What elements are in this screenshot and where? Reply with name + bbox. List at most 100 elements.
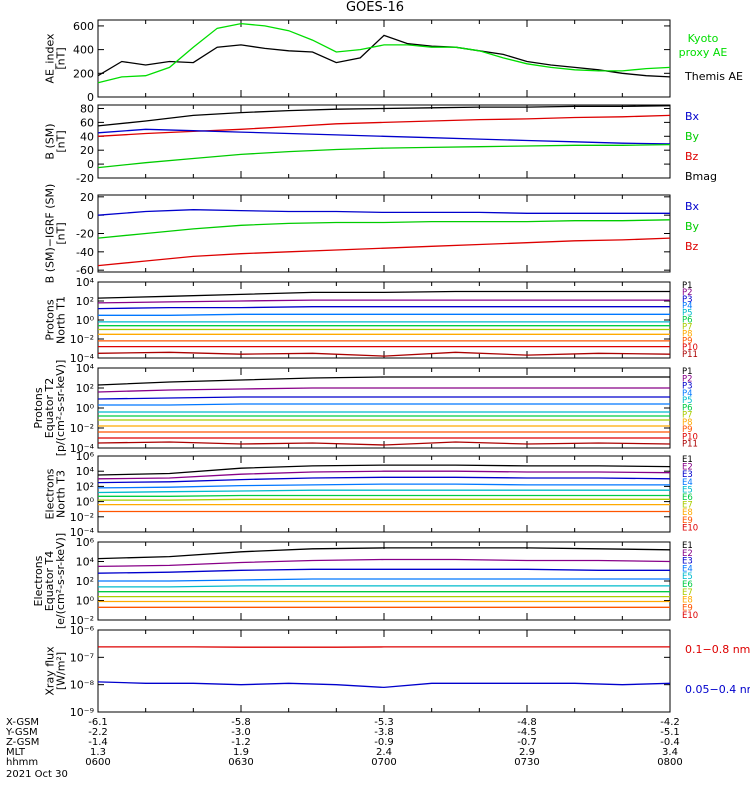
series-line-e5 (98, 585, 670, 588)
legend-label: P11 (682, 350, 698, 360)
x-row-label: MLT (6, 747, 26, 758)
series-line-p4 (98, 313, 670, 316)
x-row-label: Y-GSM (5, 727, 38, 738)
legend-label: P2 (682, 288, 693, 298)
series-line-e2 (97, 558, 671, 568)
y-tick-label: 10⁻⁴ (70, 442, 95, 455)
x-tick-value: 2.9 (519, 747, 535, 758)
y-tick-label: 10⁻⁸ (70, 679, 95, 692)
legend-label: E1 (682, 541, 693, 551)
panel-frame (97, 629, 671, 713)
y-tick-label: -20 (76, 172, 94, 185)
legend-label: Themis AE (684, 70, 743, 83)
y-tick-label: 10⁶ (76, 450, 95, 463)
legend-label: Bx (685, 200, 700, 213)
legend-label: proxy AE (679, 46, 728, 59)
x-tick-value: -0.7 (517, 737, 537, 748)
y-tick-label: 10⁻² (70, 333, 94, 346)
series-line-themis-ae (97, 34, 671, 78)
series-line-p4 (98, 403, 670, 406)
legend-label: P9 (682, 425, 693, 435)
y-tick-label: 600 (73, 20, 94, 33)
y-tick-label: 10⁶ (76, 536, 95, 549)
legend-label: E5 (682, 485, 693, 495)
y-tick-label: 10⁻⁶ (70, 624, 95, 637)
legend-label: P4 (682, 389, 693, 399)
series-line-e3 (97, 476, 671, 484)
legend-label: P4 (682, 302, 693, 312)
panel-bsmigrf: -60 -40 -20 0 20 B (SM)−IGRF (SM)[nT] Bx By Bz (44, 184, 700, 284)
x-tick-value: -3.0 (231, 727, 251, 738)
legend-label: P9 (682, 336, 693, 346)
legend-label: E3 (682, 470, 693, 480)
legend-label: E3 (682, 557, 693, 567)
series-line-p1 (97, 376, 670, 386)
series-line-p3 (97, 396, 670, 400)
y-tick-label: 0 (87, 209, 94, 222)
panel-frame (97, 194, 671, 273)
legend-label: P5 (682, 396, 693, 406)
x-tick-value: -4.8 (517, 717, 537, 728)
panel-frame (97, 367, 671, 449)
legend-label: By (685, 220, 700, 233)
y-tick-label: 40 (80, 130, 94, 143)
x-tick-value: -4.5 (517, 727, 537, 738)
y-tick-label: 10⁰ (76, 496, 95, 509)
legend-label: P1 (682, 281, 693, 291)
legend-label: Bz (685, 150, 699, 163)
series-line-bz (97, 237, 671, 267)
x-tick-value: 1.3 (90, 747, 106, 758)
y-axis-label: [p/(cm²-s-sr-keV)] (54, 360, 67, 457)
y-axis-label: Protons (44, 299, 57, 340)
x-tick-value: 0800 (657, 757, 682, 768)
series-line-e6 (98, 494, 670, 497)
legend-label: E4 (682, 564, 693, 574)
y-tick-label: 10⁻⁴ (70, 352, 95, 365)
legend-label: 0.1−0.8 nm (685, 643, 750, 656)
legend-label: Bz (685, 240, 699, 253)
legend-label: P10 (682, 343, 698, 353)
x-tick-value: 0600 (85, 757, 110, 768)
legend-label: 0.05−0.4 nm (685, 683, 750, 696)
series-line-by (97, 219, 671, 239)
y-tick-label: -40 (76, 246, 94, 259)
legend-label: E2 (682, 463, 693, 473)
series-line-bz (97, 114, 671, 137)
x-tick-value: 0730 (514, 757, 539, 768)
y-tick-label: 10⁻² (70, 614, 94, 627)
legend-label: P1 (682, 367, 693, 377)
y-tick-label: 10⁰ (76, 314, 95, 327)
series-line-p2 (97, 387, 670, 393)
y-axis-label: Equator T4 (43, 551, 56, 611)
legend-label: E1 (682, 455, 693, 465)
x-row-label: X-GSM (6, 717, 39, 728)
panel-frame (97, 455, 671, 533)
y-tick-label: 10⁻² (70, 422, 94, 435)
legend-label: P6 (682, 403, 693, 413)
x-tick-value: -1.2 (231, 737, 251, 748)
series-line-e1 (97, 464, 671, 476)
series-line-e2 (97, 470, 671, 480)
legend-label: P11 (682, 440, 698, 450)
legend-label: P7 (682, 322, 693, 332)
y-tick-label: 10⁰ (76, 595, 95, 608)
y-tick-label: 400 (73, 44, 94, 57)
y-tick-label: 10⁻⁹ (70, 706, 94, 719)
y-axis-label: Equator T2 (43, 378, 56, 438)
y-axis-label: [nT] (55, 130, 68, 152)
legend-label: By (685, 130, 700, 143)
x-tick-value: -4.2 (660, 717, 680, 728)
x-tick-value: -6.1 (88, 717, 108, 728)
y-axis-label: [W/m²] (55, 652, 68, 690)
y-tick-label: 200 (73, 67, 94, 80)
x-tick-value: -0.4 (660, 737, 680, 748)
legend-label: P2 (682, 374, 693, 384)
x-tick-value: 3.4 (662, 747, 678, 758)
series-line-e3 (97, 568, 670, 574)
y-axis-label: AE_index (44, 33, 57, 84)
y-tick-label: 0 (87, 91, 94, 104)
